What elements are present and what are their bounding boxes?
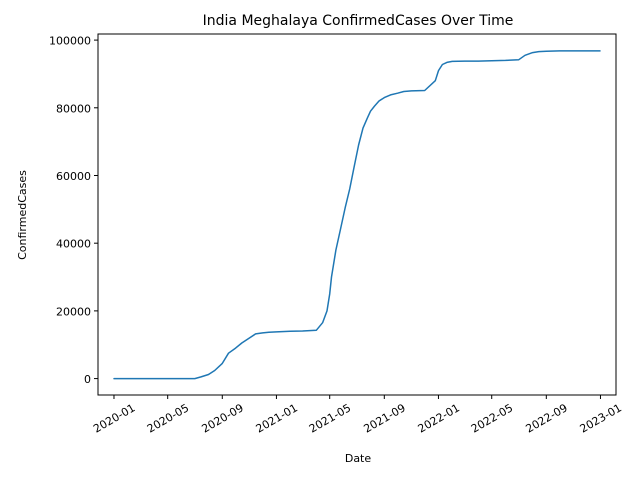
plot-area [98, 34, 616, 395]
x-tick-label: 2023-01 [578, 401, 624, 435]
x-tick-label: 2021-09 [361, 401, 407, 435]
y-tick-label: 40000 [56, 238, 91, 251]
x-tick-label: 2022-01 [416, 401, 462, 435]
y-tick-label: 100000 [49, 35, 91, 48]
x-tick-label: 2022-05 [469, 401, 515, 435]
x-tick-label: 2020-09 [199, 401, 245, 435]
chart-title: India Meghalaya ConfirmedCases Over Time [203, 13, 514, 29]
y-tick-label: 0 [84, 373, 91, 386]
x-axis-label: Date [345, 452, 372, 465]
x-axis: 2020-01 2020-05 2020-09 2021-01 2021-05 2021-… [91, 395, 624, 436]
x-tick-label: 2020-01 [91, 401, 137, 435]
x-tick-label: 2021-01 [254, 401, 300, 435]
y-tick-label: 80000 [56, 102, 91, 115]
x-tick-label: 2022-09 [524, 401, 570, 435]
series-line [113, 50, 601, 380]
y-axis-label: ConfirmedCases [16, 170, 29, 260]
x-tick-label: 2020-05 [145, 401, 191, 435]
x-tick-label: 2021-05 [307, 401, 353, 435]
plot-frame [97, 33, 617, 396]
series-layer [113, 50, 601, 380]
y-tick-label: 60000 [56, 170, 91, 183]
y-axis: 0 20000 40000 60000 80000 100000 [49, 35, 98, 386]
y-tick-label: 20000 [56, 305, 91, 318]
